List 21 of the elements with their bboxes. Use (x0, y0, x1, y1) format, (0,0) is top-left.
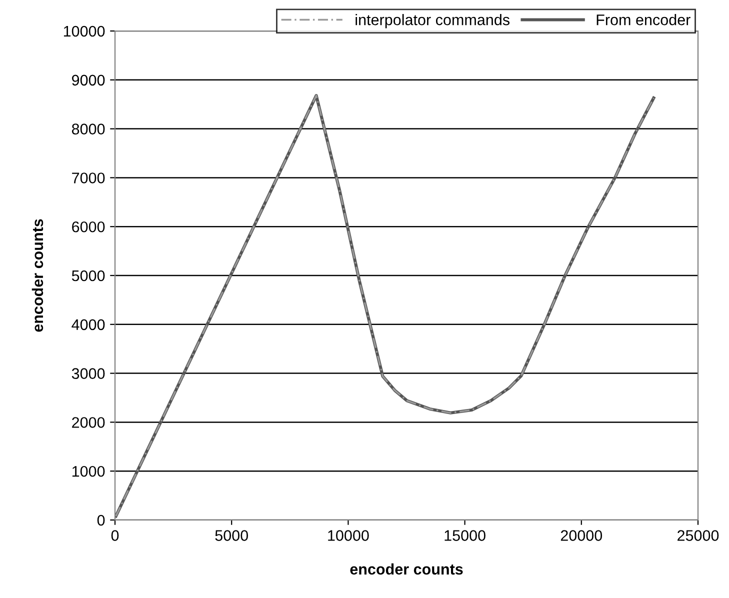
y-tick-label: 0 (97, 514, 105, 526)
x-tick-label: 0 (111, 530, 119, 541)
y-tick-label: 9000 (72, 74, 105, 86)
legend-label: interpolator commands (356, 14, 510, 28)
y-tick-label: 5000 (72, 270, 105, 282)
y-tick-label: 10000 (64, 26, 105, 37)
y-tick-label: 1000 (72, 466, 105, 477)
x-tick-label: 20000 (560, 530, 602, 541)
y-tick-label: 6000 (72, 221, 105, 232)
y-tick-label: 8000 (72, 124, 105, 134)
y-tick-label: 2000 (72, 417, 105, 428)
x-tick-label: 10000 (328, 530, 369, 541)
y-tick-label: 3000 (72, 368, 105, 379)
x-axis-title: encoder counts (350, 563, 463, 575)
legend-label: From encoder (596, 14, 690, 26)
y-axis-title: encoder counts (32, 219, 44, 332)
y-tick-label: 7000 (72, 172, 105, 184)
y-tick-label: 4000 (72, 319, 105, 330)
x-tick-label: 15000 (444, 530, 486, 541)
x-tick-label: 25000 (678, 530, 719, 541)
x-tick-label: 5000 (215, 530, 248, 541)
